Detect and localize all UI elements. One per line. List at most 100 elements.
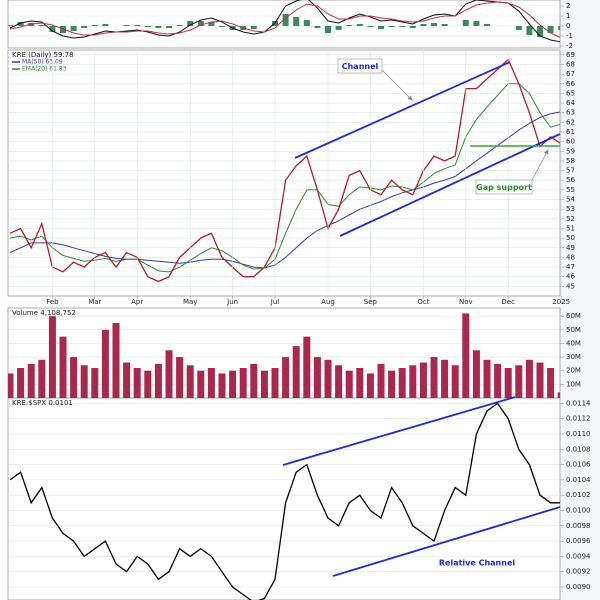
volume-bar: [557, 392, 560, 398]
y-tick-label: 50M: [566, 326, 581, 334]
histogram-bar: [547, 26, 554, 33]
annotation: Channel: [342, 62, 379, 71]
volume-bar: [229, 370, 237, 398]
histogram-bar: [526, 26, 533, 35]
y-tick-label: 0.0092: [566, 568, 591, 576]
panel-frame: [7, 49, 561, 297]
histogram-bar: [123, 25, 130, 26]
annotation: Relative Channel: [439, 559, 516, 568]
x-tick-label: May: [183, 298, 197, 306]
arrow: [381, 69, 413, 101]
volume-bar: [27, 363, 35, 398]
y-tick-label: 40M: [566, 339, 581, 347]
legend-label: EMA(20) 61.83: [22, 66, 67, 73]
y-tick-label: -2: [566, 42, 573, 50]
y-tick-label: 20M: [566, 367, 581, 375]
histogram-bar: [208, 22, 215, 26]
series-line: [9, 58, 560, 283]
histogram-bar: [166, 26, 172, 28]
y-tick-label: 60M: [566, 312, 581, 320]
x-tick-label: Jun: [226, 298, 238, 306]
volume-bar: [59, 336, 67, 398]
y-tick-label: 49: [566, 244, 575, 252]
volume-bar: [409, 365, 417, 398]
series-line: [9, 111, 560, 269]
histogram-bar: [314, 26, 321, 28]
x-tick-label: Dec: [501, 298, 515, 306]
volume-bar: [335, 365, 343, 398]
x-tick-label: Mar: [88, 298, 101, 306]
histogram-bar: [399, 26, 406, 27]
y-tick-label: 0.0096: [566, 537, 591, 545]
histogram-bar: [537, 26, 543, 37]
series-line: [9, 83, 560, 273]
series-line: [9, 0, 560, 43]
volume-bar: [123, 362, 131, 398]
volume-bar: [207, 368, 215, 398]
channel-line: [339, 133, 561, 237]
volume-bar: [133, 368, 141, 398]
y-tick-label: 0.0100: [566, 506, 591, 514]
volume-bar: [91, 368, 99, 398]
y-tick-label: 66: [566, 80, 575, 88]
annotation-box: [475, 179, 533, 195]
volume-bar: [271, 368, 279, 398]
x-tick-label: Oct: [417, 298, 429, 306]
volume-bar: [186, 365, 194, 398]
relative-channel-line: [332, 506, 561, 577]
volume-bar: [250, 363, 258, 398]
volume-bar: [112, 323, 120, 398]
panel-marks: [9, 58, 560, 283]
volume-bar: [377, 363, 385, 398]
volume-bar: [441, 359, 449, 398]
panel-title: KRE (Daily) 59.78: [12, 51, 74, 59]
histogram-bar: [462, 20, 469, 26]
x-tick-label: Jul: [270, 298, 280, 306]
histogram-bar: [484, 24, 490, 26]
y-tick-label: 2: [566, 2, 570, 10]
volume-bar: [525, 359, 533, 398]
histogram-bar: [346, 25, 353, 26]
histogram-bar: [102, 24, 109, 26]
y-tick-label: 51: [566, 224, 575, 232]
volume-bar: [239, 368, 247, 398]
legend-label: MA(50) 63.09: [22, 59, 63, 66]
histogram-bar: [303, 20, 310, 26]
volume-bar: [494, 363, 502, 398]
histogram-bar: [378, 26, 384, 29]
relative-channel-line: [282, 396, 516, 466]
histogram-bar: [250, 26, 257, 29]
histogram-bar: [219, 26, 225, 27]
volume-bar: [504, 368, 512, 398]
histogram-bar: [197, 21, 204, 26]
panel-marks: [8, 0, 560, 43]
series-line: [9, 1, 560, 38]
y-tick-label: 68: [566, 60, 575, 68]
y-tick-label: 0.0104: [566, 476, 591, 484]
volume-bar: [366, 373, 374, 398]
histogram-bar: [356, 24, 363, 26]
y-tick-label: -1: [566, 32, 573, 40]
histogram-bar: [293, 17, 300, 26]
panel-marks: [9, 402, 560, 600]
volume-bar: [472, 350, 480, 398]
y-tick-label: 48: [566, 253, 575, 261]
y-tick-label: 45: [566, 282, 575, 290]
volume-bar: [292, 346, 300, 398]
volume-bar: [462, 313, 470, 398]
y-tick-label: 0.0090: [566, 583, 591, 591]
histogram-bar: [134, 25, 141, 26]
volume-bar: [260, 370, 268, 398]
volume-bar: [70, 357, 78, 398]
y-tick-label: 67: [566, 70, 575, 78]
volume-bar: [430, 357, 438, 398]
y-tick-label: 1: [566, 12, 570, 20]
volume-bar: [282, 357, 290, 398]
histogram-bar: [515, 26, 522, 30]
histogram-bar: [176, 25, 183, 26]
volume-bar: [38, 359, 46, 398]
volume-bar: [144, 370, 152, 398]
x-tick-label: Nov: [459, 298, 473, 306]
histogram-bar: [473, 21, 480, 26]
x-tick-label: 2025: [552, 298, 570, 306]
